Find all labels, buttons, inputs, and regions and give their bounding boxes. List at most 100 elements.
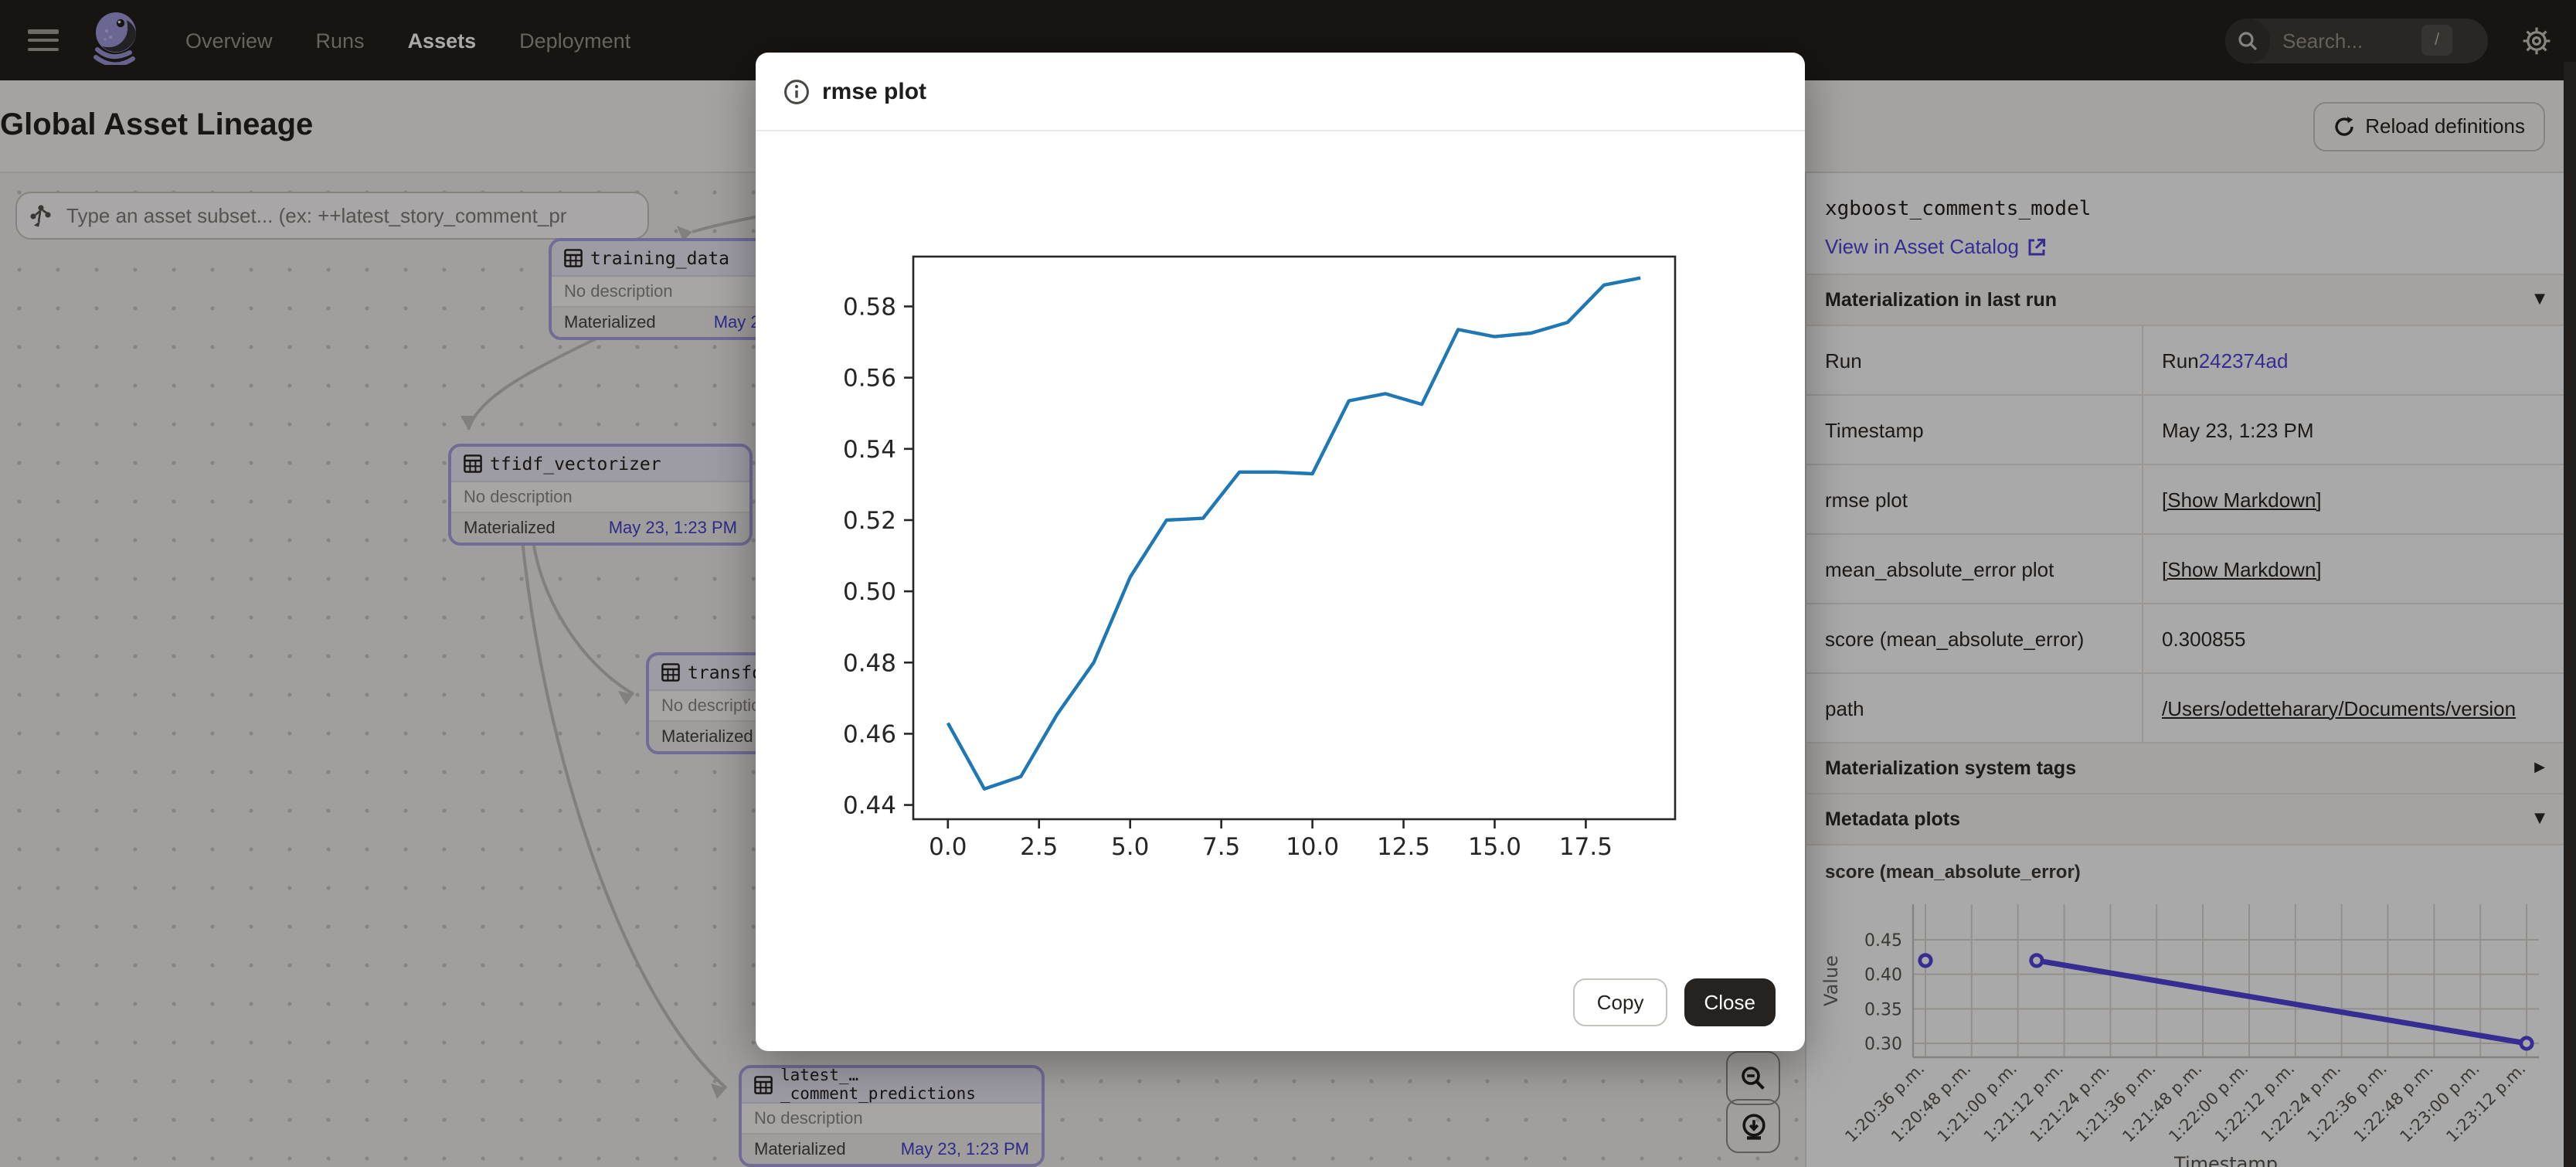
zoom-out-button[interactable] (1726, 1051, 1780, 1105)
asset-graph-icon (29, 204, 53, 227)
external-link-icon (2027, 237, 2045, 256)
metadata-key: Run (1806, 326, 2143, 394)
nav-item-deployment[interactable]: Deployment (519, 29, 631, 52)
metadata-value: /Users/odetteharary/Documents/version (2143, 674, 2564, 742)
chevron-right-icon: ▶ (2534, 760, 2545, 776)
svg-text:0.52: 0.52 (843, 507, 896, 535)
metadata-key: score (mean_absolute_error) (1806, 604, 2143, 672)
svg-text:0.58: 0.58 (843, 294, 896, 322)
refresh-icon (2333, 115, 2354, 137)
svg-text:0.54: 0.54 (843, 436, 896, 464)
nav-item-overview[interactable]: Overview (185, 29, 273, 52)
svg-text:10.0: 10.0 (1286, 833, 1339, 861)
asset-node-tfidf-vectorizer[interactable]: tfidf_vectorizer No description Material… (448, 444, 753, 546)
metadata-row-mean-absolute-error-plot: mean_absolute_error plot [Show Markdown] (1806, 533, 2564, 603)
svg-text:Value: Value (1820, 955, 1842, 1006)
svg-text:Timestamp: Timestamp (2173, 1153, 2278, 1167)
svg-text:0.44: 0.44 (843, 792, 896, 820)
asset-node-latest-comment-predictions[interactable]: latest_…_comment_predictions No descript… (739, 1065, 1045, 1167)
search-input[interactable] (2279, 27, 2421, 53)
metadata-value: May 23, 1:23 PM (2162, 418, 2314, 441)
metadata-value: [Show Markdown] (2143, 465, 2564, 533)
run-label: Run (2162, 349, 2199, 372)
settings-gear-icon[interactable] (2522, 26, 2551, 55)
chevron-down-icon: ▼ (2534, 292, 2545, 308)
svg-text:15.0: 15.0 (1468, 833, 1521, 861)
table-icon (564, 249, 583, 267)
node-description: No description (742, 1104, 1042, 1133)
svg-text:0.56: 0.56 (843, 365, 896, 393)
vertical-scrollbar[interactable] (2564, 62, 2576, 1167)
close-button[interactable]: Close (1684, 978, 1776, 1026)
metadata-table: Run Run 242374ad Timestamp May 23, 1:23 PM r… (1806, 325, 2564, 742)
path-link[interactable]: /Users/odetteharary/Documents/version (2162, 696, 2517, 720)
section-materialization-in-last-run[interactable]: Materialization in last run ▼ (1806, 274, 2564, 325)
table-icon (754, 1076, 773, 1094)
node-timestamp-link[interactable]: May 23, 1:23 PM (608, 519, 737, 537)
modal-title: rmse plot (822, 78, 927, 104)
svg-text:2.5: 2.5 (1020, 833, 1058, 861)
dagster-logo-icon[interactable] (90, 9, 142, 72)
reload-definitions-button[interactable]: Reload definitions (2313, 101, 2545, 151)
show-markdown-link[interactable]: [Show Markdown] (2162, 488, 2322, 511)
copy-button[interactable]: Copy (1573, 978, 1667, 1026)
score-timeseries-chart: 0.450.400.350.301:20:36 p.m.1:20:48 p.m.… (1820, 904, 2539, 1167)
page-title: Global Asset Lineage (0, 108, 314, 142)
metadata-key: rmse plot (1806, 465, 2143, 533)
metadata-key: Timestamp (1806, 396, 2143, 464)
metadata-row-score-mean-absolute-error-: score (mean_absolute_error) 0.300855 (1806, 603, 2564, 672)
hamburger-menu-icon[interactable] (28, 29, 59, 51)
table-icon (661, 663, 680, 682)
svg-text:0.50: 0.50 (843, 578, 896, 606)
svg-text:5.0: 5.0 (1111, 833, 1149, 861)
asset-detail-panel: xgboost_comments_model View in Asset Cat… (1805, 173, 2564, 1167)
asset-filter-box[interactable] (15, 192, 649, 240)
metadata-key: mean_absolute_error plot (1806, 535, 2143, 603)
nav-item-runs[interactable]: Runs (315, 29, 365, 52)
asset-name: xgboost_comments_model (1825, 198, 2092, 221)
metadata-value: [Show Markdown] (2143, 535, 2564, 603)
svg-text:0.30: 0.30 (1864, 1035, 1902, 1054)
view-in-asset-catalog-link[interactable]: View in Asset Catalog (1825, 235, 2045, 258)
svg-text:0.45: 0.45 (1864, 931, 1902, 951)
metadata-row-run: Run Run 242374ad (1806, 325, 2564, 394)
search-box[interactable]: / (2225, 18, 2488, 63)
modal-header: rmse plot (756, 53, 1805, 131)
search-shortcut-badge: / (2421, 25, 2452, 56)
download-button[interactable] (1726, 1099, 1780, 1153)
nav-item-assets[interactable]: Assets (407, 29, 477, 52)
node-description: No description (451, 482, 749, 512)
metadata-key: path (1806, 674, 2143, 742)
metadata-row-rmse-plot: rmse plot [Show Markdown] (1806, 464, 2564, 533)
rmse-plot-modal: rmse plot 0.44 0.46 0.48 0.50 0.52 0.54 0.56 0.… (756, 53, 1805, 1051)
section-materialization-system-tags[interactable]: Materialization system tags ▶ (1806, 742, 2564, 793)
asset-filter-input[interactable] (63, 202, 626, 229)
metadata-value: Run 242374ad (2143, 326, 2564, 394)
table-icon (464, 454, 482, 473)
metadata-value: 0.300855 (2162, 627, 2246, 650)
search-icon (2225, 18, 2270, 63)
show-markdown-link[interactable]: [Show Markdown] (2162, 557, 2322, 580)
node-status: Materialized (661, 727, 753, 746)
node-status: Materialized (464, 519, 556, 537)
info-icon (783, 78, 810, 104)
metadata-row-path: path/Users/odetteharary/Documents/versio… (1806, 672, 2564, 742)
svg-text:0.35: 0.35 (1864, 1000, 1902, 1019)
svg-text:12.5: 12.5 (1377, 833, 1430, 861)
node-timestamp-link[interactable]: May 23, 1:23 PM (900, 1140, 1029, 1158)
node-status: Materialized (754, 1140, 846, 1158)
nav-links: Overview Runs Assets Deployment (185, 29, 630, 52)
metadata-row-timestamp: Timestamp May 23, 1:23 PM (1806, 394, 2564, 464)
rmse-line-chart: 0.44 0.46 0.48 0.50 0.52 0.54 0.56 0.58 0.0 2.5 5.… (843, 255, 1677, 861)
svg-text:0.40: 0.40 (1864, 966, 1902, 985)
svg-text:0.46: 0.46 (843, 720, 896, 748)
run-link[interactable]: 242374ad (2198, 349, 2289, 372)
node-status: Materialized (564, 313, 656, 332)
chevron-down-icon: ▼ (2534, 811, 2545, 827)
modal-footer: Copy Close (1573, 978, 1776, 1026)
svg-text:7.5: 7.5 (1202, 833, 1240, 861)
section-metadata-plots[interactable]: Metadata plots ▼ (1806, 793, 2564, 844)
metadata-plot-title: score (mean_absolute_error) (1806, 844, 2564, 883)
svg-text:17.5: 17.5 (1559, 833, 1613, 861)
